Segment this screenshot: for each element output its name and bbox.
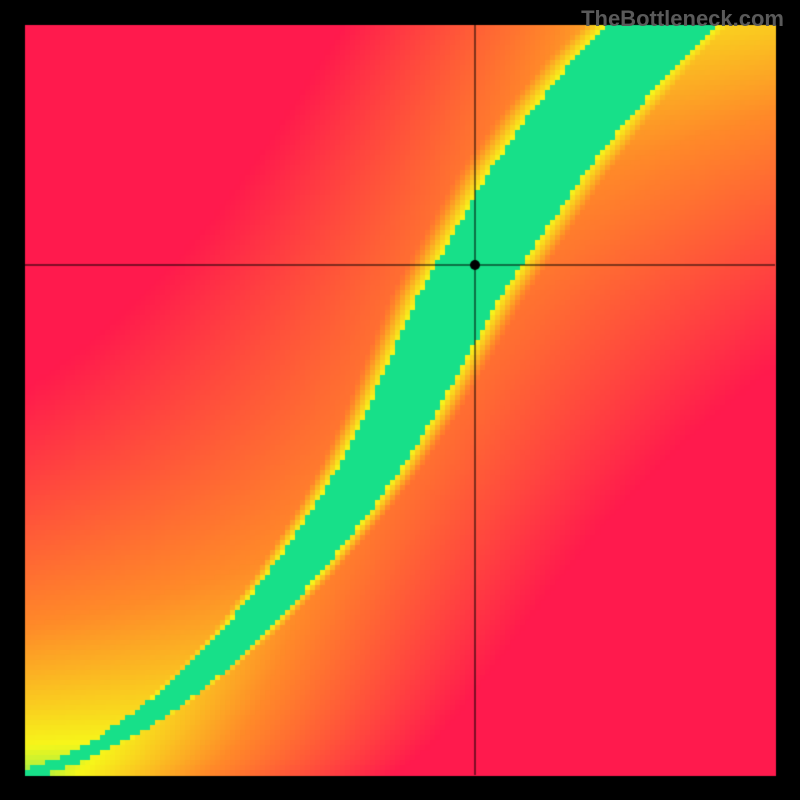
- bottleneck-heatmap: [0, 0, 800, 800]
- watermark-text: TheBottleneck.com: [581, 6, 784, 32]
